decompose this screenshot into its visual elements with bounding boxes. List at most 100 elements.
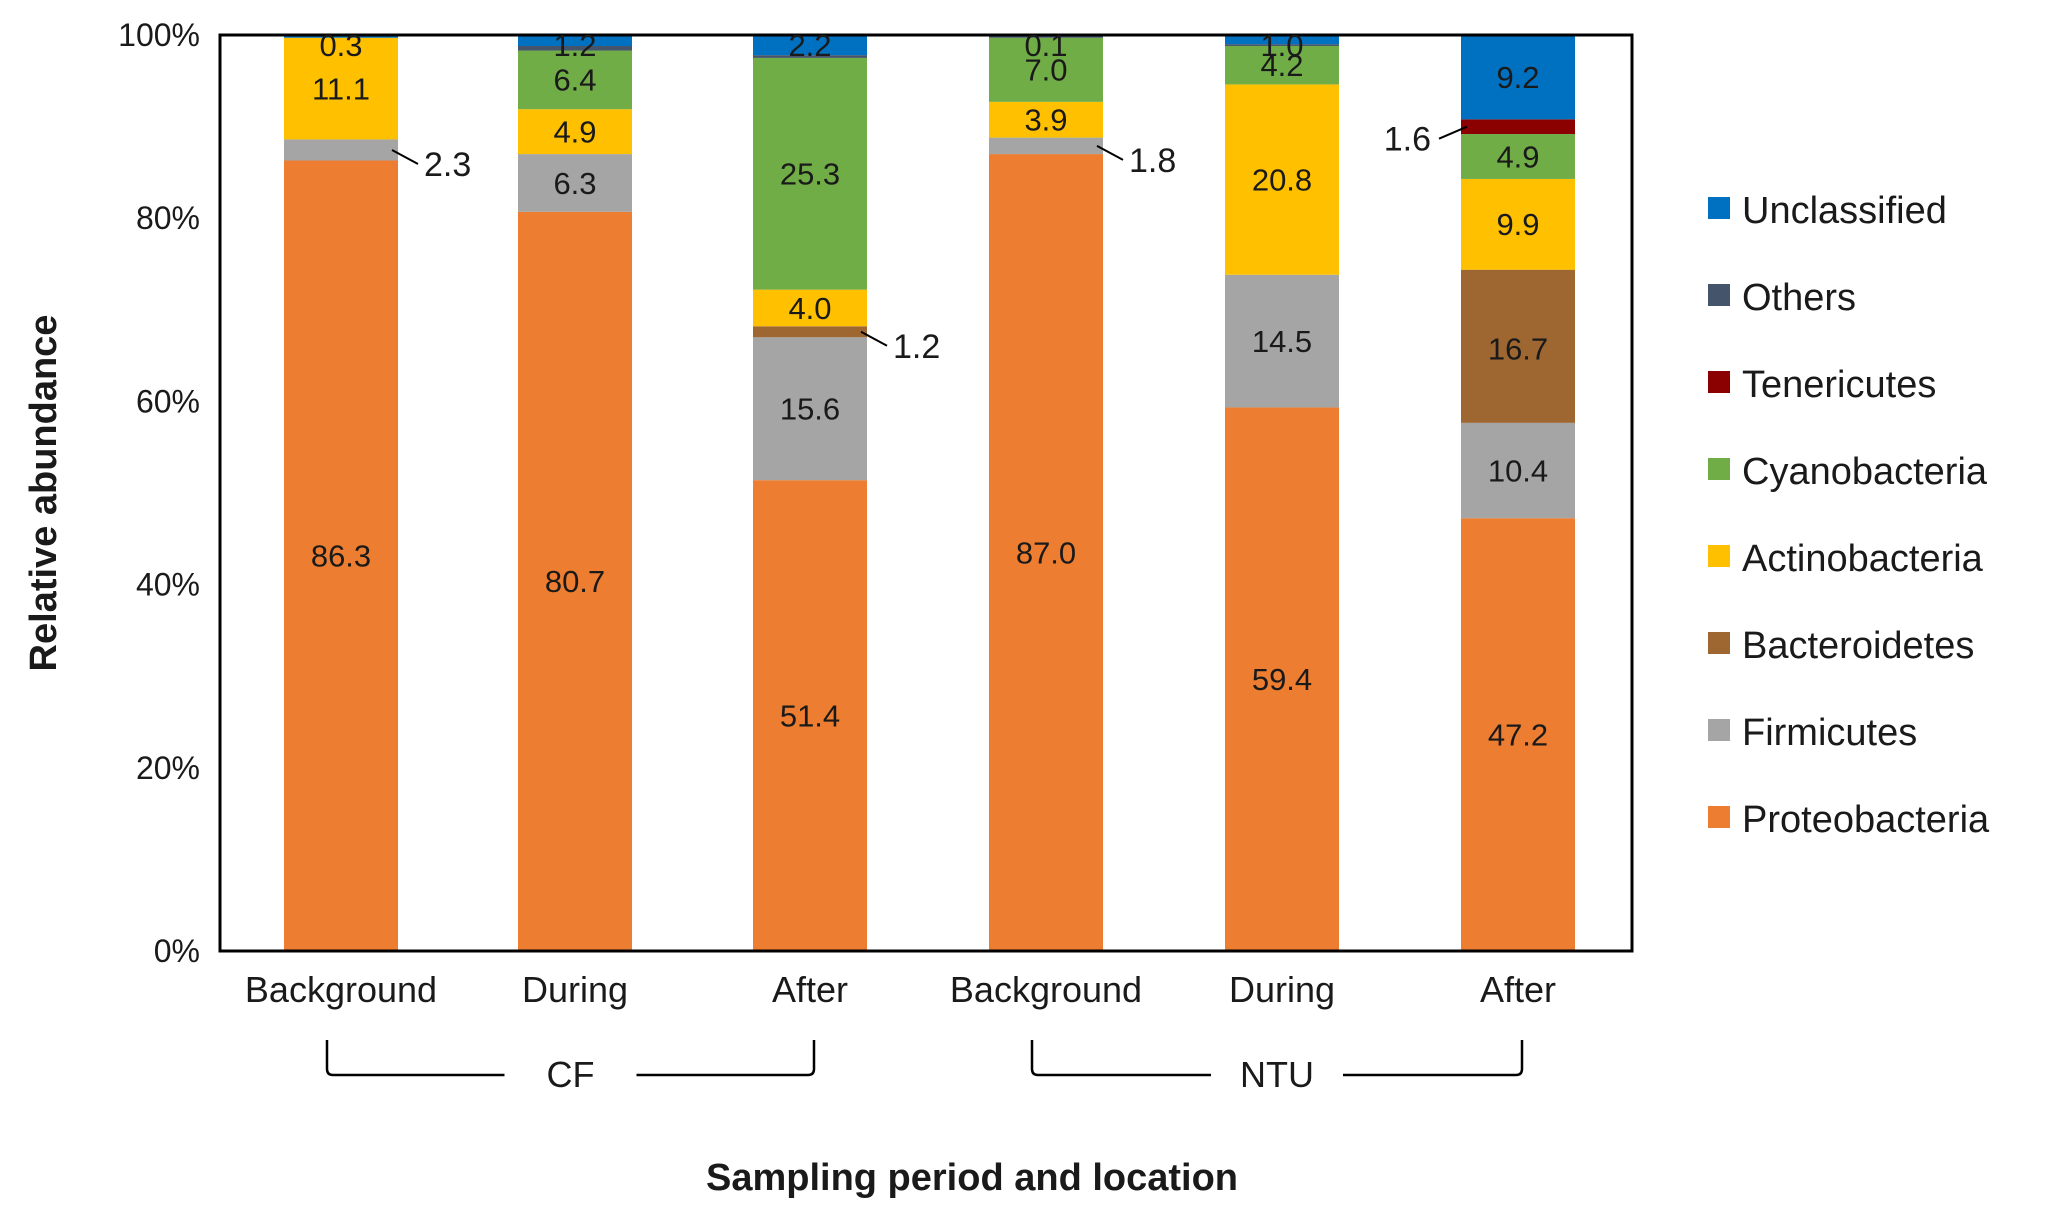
data-label: 59.4 — [1252, 662, 1312, 697]
legend-label: Bacteroidetes — [1742, 625, 1974, 667]
bar-segment-proteobacteria — [989, 154, 1103, 951]
bar-segment-firmicutes — [1461, 422, 1575, 519]
y-tick-label: 60% — [136, 383, 200, 419]
y-tick-label: 40% — [136, 567, 200, 603]
x-category-label: After — [1480, 969, 1556, 1010]
data-label: 4.0 — [788, 291, 831, 326]
y-axis-title: Relative abundance — [23, 315, 65, 672]
bar-segment-proteobacteria — [753, 480, 867, 951]
x-axis: Background During After Background During Aft… — [245, 969, 1556, 1095]
callout-leader-line — [1438, 125, 1468, 140]
legend-label: Others — [1742, 277, 1856, 319]
data-label: 1.2 — [553, 28, 596, 63]
data-label: 2.2 — [788, 28, 831, 63]
data-label: 0.3 — [319, 28, 362, 63]
legend-swatch — [1708, 197, 1730, 219]
data-label: 0.1 — [1024, 28, 1067, 63]
x-category-label: Background — [245, 969, 437, 1010]
bar-segment-proteobacteria — [284, 160, 398, 951]
data-label: 6.4 — [553, 63, 596, 98]
data-label: 6.3 — [553, 166, 596, 201]
callout-label: 2.3 — [424, 146, 471, 184]
bar-segment-cyanobacteria — [1461, 134, 1575, 179]
bar-segment-others — [518, 45, 632, 51]
callout-label: 1.2 — [893, 328, 940, 366]
legend: Unclassified Others Tenericutes Cyanobacter… — [1708, 190, 1990, 841]
legend-label: Unclassified — [1742, 190, 1947, 232]
legend-swatch — [1708, 458, 1730, 480]
bar-segment-unclassified — [1225, 35, 1339, 45]
bar-segment-cyanobacteria — [1225, 45, 1339, 85]
bar-segment-firmicutes — [284, 139, 398, 161]
data-label: 4.9 — [553, 114, 596, 149]
bar-segment-others — [989, 35, 1103, 38]
bar-segment-proteobacteria — [1461, 518, 1575, 951]
bar-segment-unclassified — [1461, 35, 1575, 120]
data-label: 4.9 — [1496, 139, 1539, 174]
legend-swatch — [1708, 545, 1730, 567]
data-label: 25.3 — [780, 157, 840, 192]
legend-swatch — [1708, 371, 1730, 393]
data-label: 10.4 — [1488, 453, 1548, 488]
group-label: CF — [547, 1054, 595, 1095]
bar-segment-proteobacteria — [1225, 407, 1339, 951]
group-label: NTU — [1240, 1054, 1314, 1095]
bar-segment-bacteroidetes — [753, 326, 867, 338]
bar-segment-cyanobacteria — [989, 37, 1103, 102]
bar-segment-tenericutes — [1461, 119, 1575, 135]
bar-segment-actinobacteria — [1225, 84, 1339, 275]
bar-segment-cyanobacteria — [518, 50, 632, 110]
data-label: 87.0 — [1016, 535, 1076, 570]
bar-segment-actinobacteria — [989, 101, 1103, 138]
bar-segment-firmicutes — [518, 154, 632, 212]
y-tick-label: 0% — [154, 933, 200, 969]
legend-swatch — [1708, 806, 1730, 828]
data-labels: 86.3 80.7 51.4 87.0 59.4 47.2 6.3 15.6 14.5 10.4 1… — [311, 28, 1548, 753]
bar-segment-bacteroidetes — [1461, 269, 1575, 423]
data-label: 16.7 — [1488, 332, 1548, 367]
data-label: 4.2 — [1260, 48, 1303, 83]
callout-label: 1.6 — [1384, 121, 1431, 159]
callout-leader-line — [391, 149, 419, 165]
legend-swatch — [1708, 632, 1730, 654]
bar-segment-actinobacteria — [284, 37, 398, 140]
bar-segment-firmicutes — [1225, 274, 1339, 408]
x-category-label: During — [522, 969, 628, 1010]
bar-segment-others — [1225, 44, 1339, 46]
bar-segment-unclassified — [518, 35, 632, 46]
data-label: 9.9 — [1496, 207, 1539, 242]
bar-segment-others — [753, 55, 867, 58]
callout-label: 1.8 — [1129, 142, 1176, 180]
bar-segment-firmicutes — [753, 337, 867, 481]
legend-label: Tenericutes — [1742, 364, 1936, 406]
plot-area-border — [218, 33, 1634, 953]
group-bracket — [325, 1040, 816, 1077]
data-label: 7.0 — [1024, 53, 1067, 88]
data-label: 11.1 — [312, 71, 370, 106]
x-category-label: After — [772, 969, 848, 1010]
bar-segment-proteobacteria — [518, 211, 632, 952]
legend-swatch — [1708, 719, 1730, 741]
bar-segment-actinobacteria — [1461, 178, 1575, 270]
bar-segment-actinobacteria — [518, 109, 632, 155]
legend-label: Actinobacteria — [1742, 538, 1984, 580]
group-bracket — [1030, 1040, 1524, 1077]
legend-label: Cyanobacteria — [1742, 451, 1988, 493]
callout-leader-line — [1096, 144, 1124, 161]
bar-segment-actinobacteria — [753, 289, 867, 327]
bar-segment-firmicutes — [989, 137, 1103, 155]
data-label: 9.2 — [1496, 60, 1539, 95]
bar-segment-unclassified — [753, 35, 867, 56]
x-axis-title: Sampling period and location — [706, 1157, 1238, 1199]
y-tick-label: 20% — [136, 750, 200, 786]
legend-swatch — [1708, 284, 1730, 306]
data-label: 51.4 — [780, 698, 840, 733]
data-label: 1.0 — [1260, 28, 1303, 63]
callout-leader-line — [860, 330, 888, 347]
data-label: 86.3 — [311, 539, 371, 574]
data-label: 80.7 — [545, 564, 605, 599]
bar-segment-cyanobacteria — [753, 57, 867, 290]
y-tick-label: 80% — [136, 200, 200, 236]
y-axis-ticks: 0% 20% 40% 60% 80% 100% — [118, 17, 200, 969]
